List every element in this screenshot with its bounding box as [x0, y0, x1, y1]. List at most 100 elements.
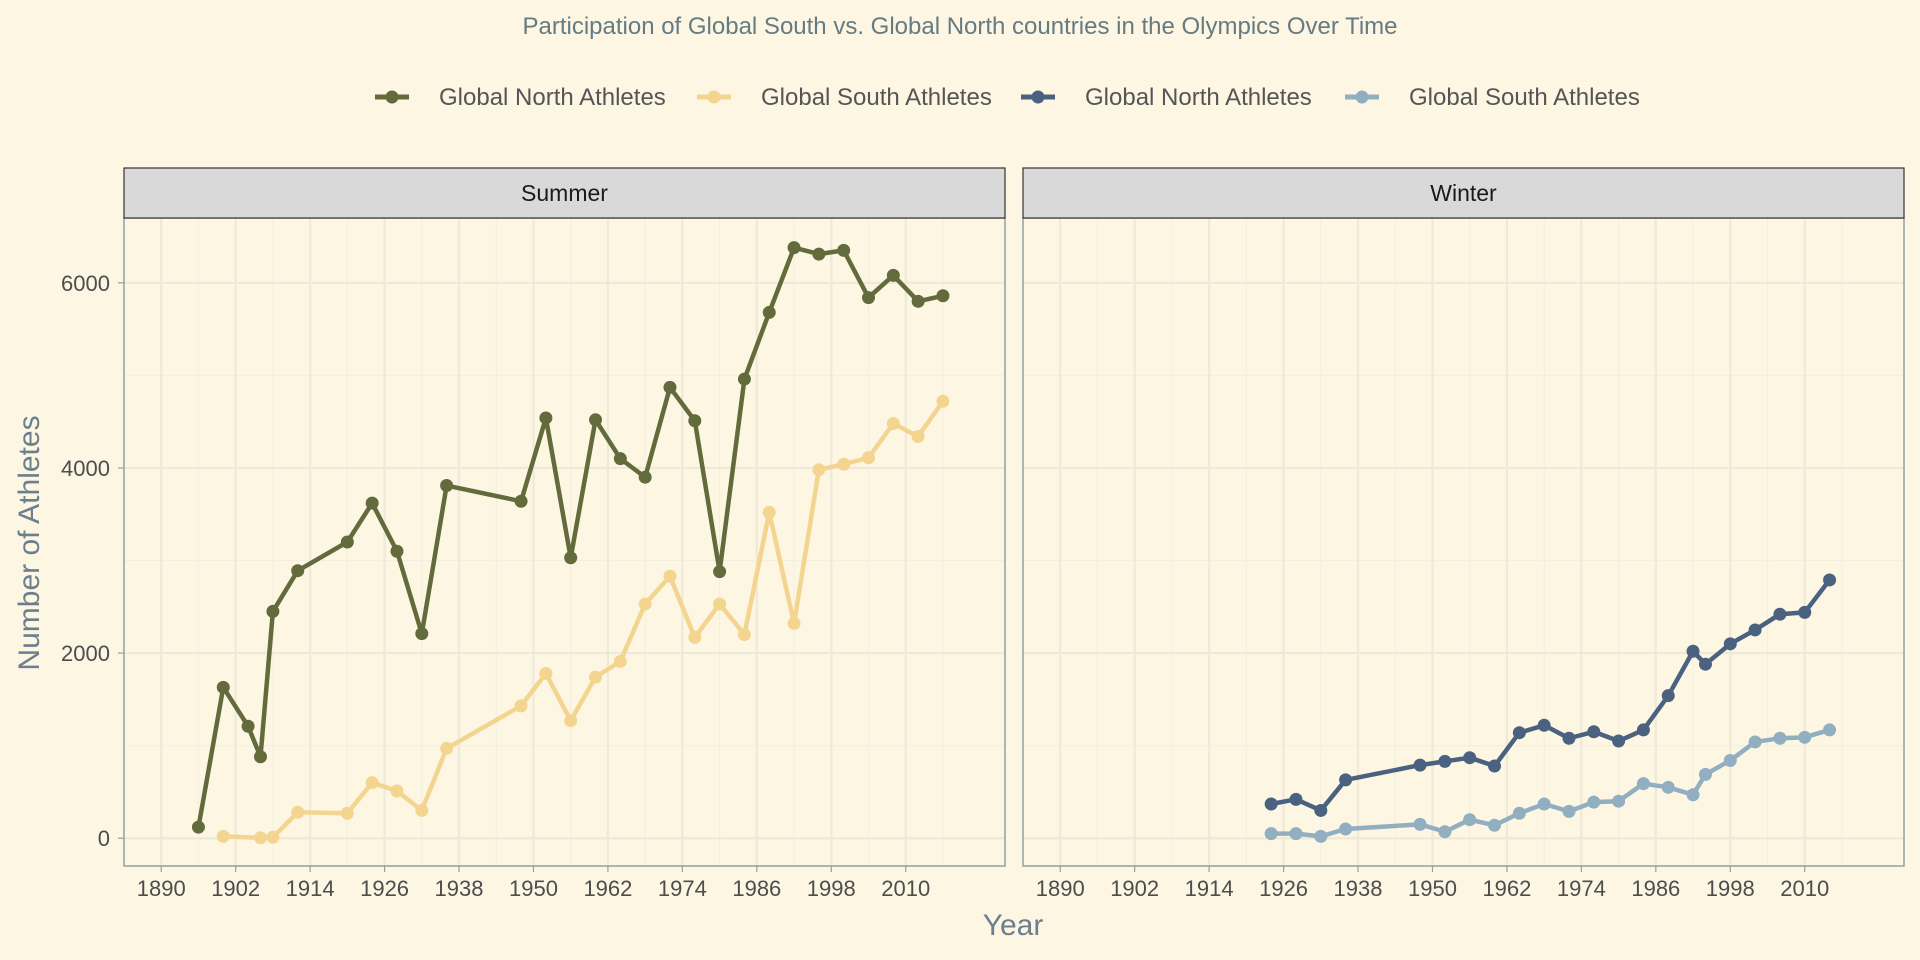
data-point [862, 451, 876, 465]
data-point [365, 496, 379, 510]
x-tick-label: 1962 [583, 876, 632, 901]
data-point [837, 243, 851, 257]
data-point [1413, 758, 1427, 772]
y-tick-label: 6000 [61, 271, 110, 296]
data-point [1438, 825, 1452, 839]
data-point [1798, 605, 1812, 619]
x-tick-label: 1950 [1408, 876, 1457, 901]
data-point [1562, 804, 1576, 818]
data-point [1512, 806, 1526, 820]
series-line [1268, 727, 1832, 839]
data-point [837, 457, 851, 471]
data-point [1748, 623, 1762, 637]
series-global-north-athletes-summer [191, 241, 950, 834]
data-point [1463, 813, 1477, 827]
data-point [191, 820, 205, 834]
strip-label: Winter [1430, 180, 1497, 206]
data-point [886, 417, 900, 431]
data-point [613, 452, 627, 466]
legend-label: Global South Athletes [1409, 84, 1640, 111]
data-point [911, 294, 925, 308]
data-point [241, 719, 255, 733]
data-point [1488, 759, 1502, 773]
data-point [1636, 723, 1650, 737]
data-point [613, 654, 627, 668]
data-point [886, 268, 900, 282]
x-tick-label: 1938 [435, 876, 484, 901]
legend-label: Global North Athletes [439, 84, 666, 111]
legend-key-point [1031, 90, 1045, 104]
data-point [1314, 803, 1328, 817]
data-point [390, 544, 404, 558]
legend-key-point [1355, 90, 1369, 104]
series-global-south-athletes-winter [1264, 723, 1837, 843]
data-point [216, 680, 230, 694]
data-point [1773, 607, 1787, 621]
data-point [936, 289, 950, 303]
x-tick-label: 2010 [881, 876, 930, 901]
data-point [1438, 754, 1452, 768]
data-point [1339, 822, 1353, 836]
x-tick-label: 1938 [1334, 876, 1383, 901]
data-point [1823, 573, 1837, 587]
data-point [266, 604, 280, 618]
x-axis-title: Year [983, 909, 1044, 942]
data-point [415, 627, 429, 641]
y-axis-title: Number of Athletes [13, 415, 46, 670]
data-point [1289, 827, 1303, 841]
data-point [737, 372, 751, 386]
data-point [415, 803, 429, 817]
data-point [1488, 818, 1502, 832]
legend-label: Global South Athletes [761, 84, 992, 111]
data-point [762, 305, 776, 319]
data-point [1339, 773, 1353, 787]
data-point [663, 569, 677, 583]
x-tick-label: 2010 [1780, 876, 1829, 901]
data-point [1587, 795, 1601, 809]
data-point [253, 831, 267, 845]
data-point [291, 564, 305, 578]
panel-summer: Summer 1890 1902 1914 1926 1938 1950 1962 1974 19… [61, 167, 1006, 901]
data-point [1686, 644, 1700, 658]
data-point [638, 470, 652, 484]
data-point [1723, 753, 1737, 767]
facet-panels: Summer 1890 1902 1914 1926 1938 1950 1962 1974 19… [61, 167, 1905, 901]
series-line [1268, 577, 1832, 813]
data-point [713, 565, 727, 579]
data-point [1463, 751, 1477, 765]
data-point [1798, 730, 1812, 744]
data-point [638, 597, 652, 611]
legend-item-1: Global North Athletes [375, 84, 666, 111]
data-point [911, 429, 925, 443]
data-point [291, 805, 305, 819]
data-point [340, 535, 354, 549]
chart-title: Participation of Global South vs. Global… [522, 13, 1397, 40]
data-point [1636, 777, 1650, 791]
data-point [1612, 734, 1626, 748]
data-point [1264, 827, 1278, 841]
data-point [1661, 689, 1675, 703]
data-point [1686, 788, 1700, 802]
data-point [564, 551, 578, 565]
data-point [365, 776, 379, 790]
data-point [1587, 725, 1601, 739]
data-point [440, 741, 454, 755]
y-tick-label: 0 [98, 826, 110, 851]
data-point [253, 750, 267, 764]
y-tick-label: 2000 [61, 641, 110, 666]
x-tick-label: 1902 [211, 876, 260, 901]
x-tick-label: 1986 [1631, 876, 1680, 901]
data-point [1661, 780, 1675, 794]
panel-background [1023, 218, 1904, 866]
data-point [787, 616, 801, 630]
x-tick-label: 1890 [1036, 876, 1085, 901]
x-tick-label: 1950 [509, 876, 558, 901]
data-point [539, 666, 553, 680]
x-tick-label: 1998 [1706, 876, 1755, 901]
data-point [1537, 797, 1551, 811]
data-point [340, 806, 354, 820]
data-point [1612, 794, 1626, 808]
y-tick-label: 4000 [61, 456, 110, 481]
legend-label: Global North Athletes [1085, 84, 1312, 111]
